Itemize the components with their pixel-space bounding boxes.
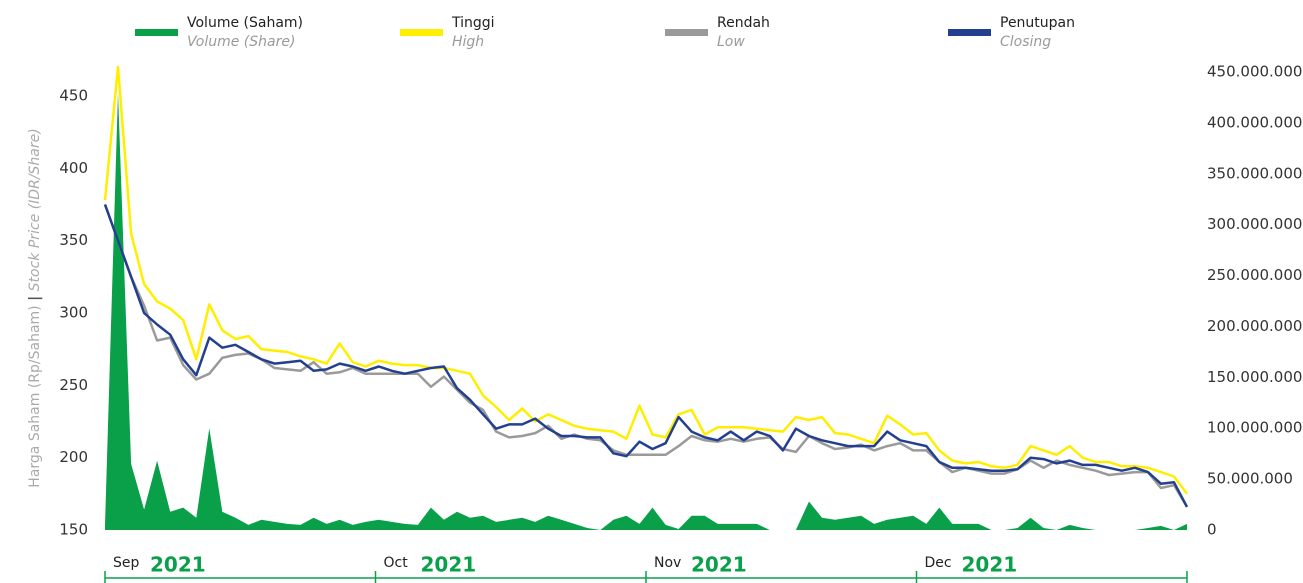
price-line <box>103 65 1188 495</box>
y2-tick-label: 250.000.000 <box>1207 266 1302 284</box>
legend-name: Rendah <box>717 15 770 31</box>
year-label: 2021 <box>691 553 747 577</box>
y-label-en: Stock Price (IDR/Share) <box>27 128 43 291</box>
price-line <box>103 204 1189 508</box>
y-tick-label: 250 <box>59 376 88 394</box>
y-tick-label: 350 <box>59 231 88 249</box>
y-tick-label: 450 <box>59 86 88 104</box>
year-label: 2021 <box>150 553 206 577</box>
y-label-id: Harga Saham (Rp/Saham) <box>27 305 43 487</box>
y2-tick-label: 100.000.000 <box>1207 419 1302 437</box>
y-tick-label: 150 <box>59 521 88 539</box>
y-label-sep: | <box>27 296 43 301</box>
legend-name: Tinggi <box>451 15 495 31</box>
y-tick-label: 200 <box>59 448 88 466</box>
y2-tick-label: 200.000.000 <box>1207 317 1302 335</box>
y2-tick-label: 300.000.000 <box>1207 215 1302 233</box>
month-label: Dec <box>925 555 952 571</box>
legend-name-en: Closing <box>1000 34 1051 50</box>
price-line <box>103 204 1189 508</box>
month-label: Oct <box>384 555 409 571</box>
legend-swatch <box>948 29 991 36</box>
y2-tick-label: 150.000.000 <box>1207 368 1302 386</box>
y-axis-label: Harga Saham (Rp/Saham) | Stock Price (ID… <box>27 128 43 487</box>
legend-name-en: High <box>452 34 484 50</box>
legend-name-en: Low <box>717 34 745 50</box>
y2-tick-label: 0 <box>1207 521 1217 539</box>
y2-tick-label: 400.000.000 <box>1207 113 1302 131</box>
legend-name-en: Volume (Share) <box>187 34 295 50</box>
y2-tick-label: 350.000.000 <box>1207 164 1302 182</box>
legend-swatch <box>665 29 708 36</box>
legend-swatch <box>135 29 178 36</box>
y2-tick-label: 450.000.000 <box>1207 63 1302 81</box>
legend-name: Penutupan <box>1000 15 1075 31</box>
year-label: 2021 <box>421 553 477 577</box>
y2-tick-label: 50.000.000 <box>1207 470 1293 488</box>
month-label: Nov <box>654 555 681 571</box>
volume-area <box>105 92 1187 531</box>
legend-swatch <box>400 29 443 36</box>
y-tick-label: 300 <box>59 303 88 321</box>
y-tick-label: 400 <box>59 159 88 177</box>
legend-name: Volume (Saham) <box>187 15 303 31</box>
year-label: 2021 <box>962 553 1018 577</box>
month-label: Sep <box>113 555 140 571</box>
